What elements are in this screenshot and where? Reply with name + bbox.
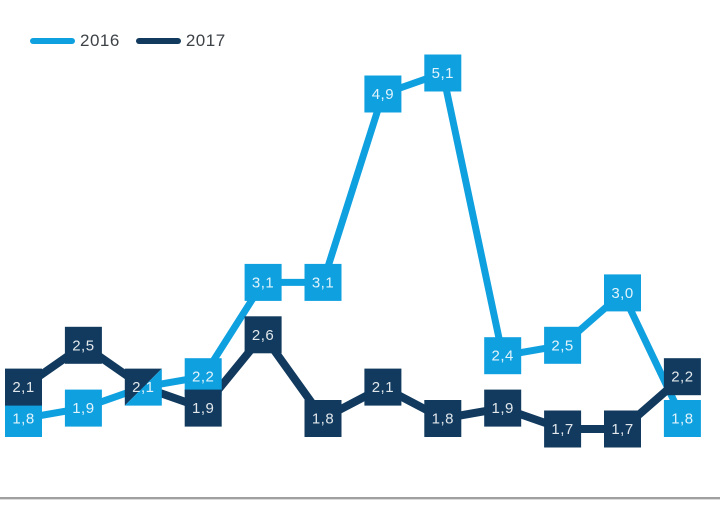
data-point-2016[interactable] (663, 400, 701, 437)
data-point-label: 1,9 (72, 400, 94, 417)
data-point-label: 5,1 (432, 65, 454, 82)
legend-item-2016[interactable]: 2016 (30, 31, 120, 51)
data-point-2016[interactable] (244, 263, 282, 301)
data-point-2016[interactable] (64, 389, 102, 427)
data-point-label: 2,2 (671, 369, 693, 386)
data-point-label: 2,1 (132, 379, 154, 396)
data-point-2016[interactable] (484, 337, 522, 375)
data-point-label: 2,5 (551, 337, 573, 354)
data-point-2016[interactable] (184, 358, 222, 396)
data-point-label: 4,9 (372, 86, 394, 103)
data-point-label: 2,5 (72, 337, 94, 354)
data-point-label: 3,0 (611, 285, 633, 302)
data-point-2016[interactable] (424, 54, 462, 92)
data-point-label: 1,9 (192, 400, 214, 417)
legend-swatch-2016 (30, 38, 75, 44)
legend-label-2017: 2017 (185, 31, 226, 50)
shared-point-2016-half (124, 368, 162, 406)
data-point-label: 1,9 (492, 400, 514, 417)
data-point-label: 2,4 (492, 348, 514, 365)
data-point-label: 1,8 (312, 411, 334, 428)
series-line-2016 (22, 69, 686, 422)
x-axis-baseline (0, 497, 720, 500)
data-point-label: 3,1 (312, 274, 334, 291)
data-point-label: 1,8 (12, 411, 34, 428)
legend-item-2017[interactable]: 2017 (135, 31, 226, 51)
data-point-2016[interactable] (604, 274, 641, 312)
data-point-2017[interactable] (244, 316, 282, 354)
data-point-2017[interactable] (544, 410, 582, 448)
data-point-label: 2,1 (12, 379, 34, 396)
data-point-label: 1,8 (671, 411, 693, 428)
data-point-2017[interactable] (184, 389, 222, 427)
data-point-2017[interactable] (64, 326, 102, 364)
data-point-2017[interactable] (424, 400, 462, 437)
data-point-2017[interactable] (5, 368, 42, 406)
data-point-2017[interactable] (604, 410, 641, 448)
chart-legend: 2016 2017 (30, 31, 226, 51)
data-point-label: 1,7 (611, 421, 633, 438)
data-point-label: 2,1 (372, 379, 394, 396)
data-point-label: 3,1 (252, 274, 274, 291)
data-point-label: 2,2 (192, 369, 214, 386)
data-point-2017[interactable] (304, 400, 342, 437)
data-point-2017[interactable] (364, 368, 402, 406)
data-point-label: 1,8 (432, 411, 454, 428)
data-point-label: 2,6 (252, 327, 274, 344)
data-point-2016[interactable] (304, 263, 342, 301)
data-point-2017[interactable] (663, 358, 701, 396)
data-point-label: 1,7 (551, 421, 573, 438)
data-point-2016[interactable] (364, 75, 402, 113)
data-point-2017[interactable] (484, 389, 522, 427)
shared-data-point[interactable]: 2,1 (124, 368, 162, 406)
data-point-2016[interactable] (544, 326, 582, 364)
data-point-2016[interactable] (5, 400, 42, 437)
series-line-2017 (21, 330, 686, 433)
legend-label-2016: 2016 (80, 31, 120, 50)
legend-swatch-2017 (135, 38, 181, 44)
